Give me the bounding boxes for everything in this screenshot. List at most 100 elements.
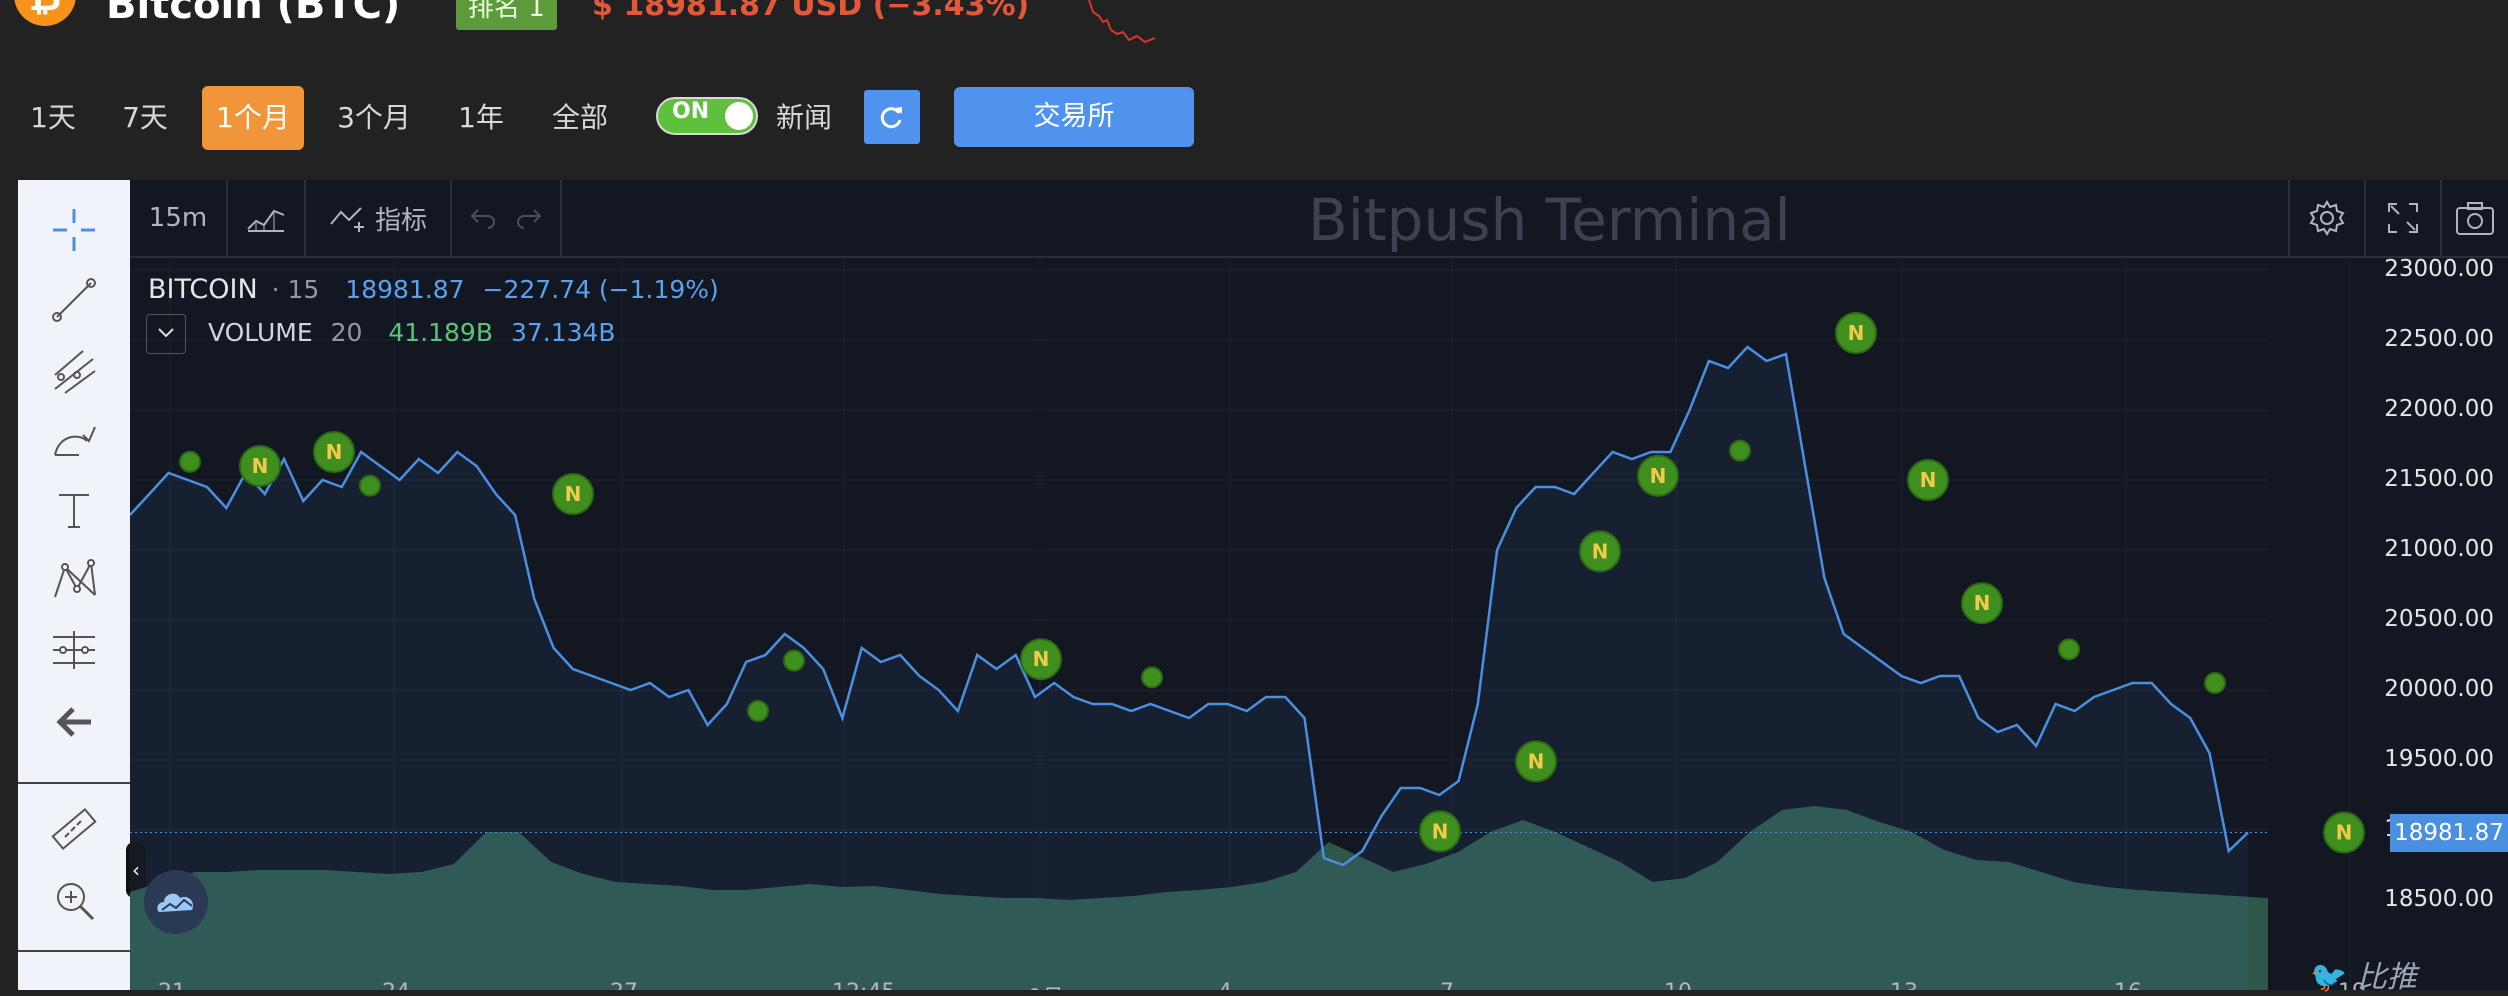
chart-top-toolbar: 15m 指标 (130, 180, 2508, 258)
interval-button[interactable]: 15m (130, 180, 226, 256)
news-toggle[interactable]: ON (656, 97, 758, 135)
chart-widget: ‹ 15m 指标 (18, 180, 2508, 990)
crosshair-icon (53, 209, 95, 251)
news-marker-label: N (1974, 591, 1991, 615)
news-marker-label: N (326, 440, 343, 464)
toolbar-collapse-handle[interactable]: ‹ (126, 842, 146, 898)
volume-value-b: 37.134B (510, 318, 616, 347)
news-marker-label: N (1848, 321, 1865, 345)
chart-type-button[interactable] (228, 180, 304, 256)
bitcoin-logo-icon: ₿ (14, 0, 76, 26)
prediction-tool[interactable] (34, 620, 114, 680)
volume-label: VOLUME (207, 318, 313, 347)
news-marker (1907, 459, 1949, 501)
redo-button[interactable] (506, 180, 556, 256)
legend-change: −227.74 (−1.19%) (482, 275, 719, 304)
period-tab-7d[interactable]: 7天 (122, 101, 168, 134)
news-marker-label: N (1432, 819, 1449, 843)
toolbar-divider (2364, 180, 2366, 256)
news-marker-label: N (1033, 647, 1050, 671)
toolbar-divider (304, 180, 306, 256)
date-tick: 21 (158, 980, 186, 990)
news-marker (179, 450, 201, 473)
date-tick: 24 (382, 980, 410, 990)
news-marker (747, 700, 769, 722)
price-axis[interactable]: 23000.00 22500.00 22000.00 21500.00 21000.00… (2384, 256, 2508, 990)
date-tick: 13 (1890, 980, 1918, 990)
news-marker (2058, 638, 2080, 661)
undo-button[interactable] (456, 180, 506, 256)
coin-header: ₿ Bitcoin (BTC) 排名 1 $ 18981.87 USD (−3.… (0, 0, 2508, 50)
volume-period: 20 (330, 318, 363, 347)
news-toggle-state: ON (672, 99, 710, 124)
date-tick: 7 (1440, 980, 1454, 990)
price-tick: 22000.00 (2384, 396, 2494, 422)
period-tab-all[interactable]: 全部 (551, 101, 608, 134)
toolbar-divider (226, 180, 228, 256)
price-tick: 22500.00 (2384, 326, 2494, 352)
zoom-tool[interactable] (34, 870, 114, 930)
period-tab-3m[interactable]: 3个月 (337, 101, 411, 134)
fullscreen-button[interactable] (2366, 180, 2440, 256)
current-price-label: 18981.87 (2390, 813, 2508, 852)
back-tool[interactable] (34, 692, 114, 752)
price-area (130, 347, 2248, 990)
text-icon (59, 494, 89, 528)
rank-badge: 排名 1 (456, 0, 557, 30)
price-tick: 19500.00 (2384, 746, 2494, 772)
arrow-left-icon (56, 707, 91, 737)
news-marker (552, 473, 594, 515)
trend-line-tool[interactable] (34, 270, 114, 330)
news-label: 新闻 (776, 101, 833, 134)
toolbar-divider (560, 180, 562, 256)
brush-tool[interactable] (34, 410, 114, 470)
undo-icon (470, 209, 495, 229)
news-marker-label: N (1920, 468, 1937, 492)
pattern-icon (54, 559, 96, 598)
exchange-button[interactable]: 交易所 (954, 87, 1194, 147)
crosshair-tool[interactable] (34, 200, 114, 260)
toolbar-divider (450, 180, 452, 256)
price-tick: 20500.00 (2384, 606, 2494, 632)
trend-line-icon (52, 278, 96, 322)
bitpush-logo-button[interactable] (144, 870, 208, 934)
pitchfork-tool[interactable] (34, 340, 114, 400)
bird-logo-icon: 🐦 (2310, 960, 2348, 995)
bitui-label: 比推 (2356, 960, 2417, 995)
news-marker (1835, 312, 1877, 354)
indicators-button[interactable]: 指标 (306, 180, 450, 256)
fullscreen-icon (2388, 203, 2418, 233)
measure-tool[interactable] (34, 800, 114, 860)
price-change: $ 18981.87 USD (−3.43%) (592, 0, 1030, 23)
news-marker (359, 474, 381, 497)
news-marker (2204, 672, 2226, 694)
camera-icon (2456, 202, 2494, 235)
screenshot-button[interactable] (2442, 180, 2508, 256)
period-tab-1y[interactable]: 1年 (458, 101, 504, 134)
refresh-icon (880, 107, 902, 129)
volume-collapse-button[interactable] (146, 314, 186, 354)
sparkline-icon (1088, 0, 1156, 44)
indicators-icon (330, 207, 364, 232)
news-marker (1020, 638, 1062, 681)
settings-button[interactable] (2290, 180, 2364, 256)
legend-symbol: BITCOIN (148, 274, 258, 305)
period-tab-1m[interactable]: 1个月 (202, 86, 304, 150)
price-tick: 23000.00 (2384, 256, 2494, 282)
volume-legend: VOLUME 20 41.189B 37.134B (146, 314, 616, 354)
date-tick: 27 (610, 980, 638, 990)
toolbar-divider (2440, 180, 2442, 256)
refresh-button[interactable] (864, 90, 920, 144)
period-tab-1d[interactable]: 1天 (30, 101, 76, 134)
coin-name: Bitcoin (BTC) (106, 0, 401, 28)
legend-interval: · 15 (271, 275, 320, 304)
toolbar-divider (18, 782, 130, 784)
chevron-down-icon (158, 328, 174, 338)
text-tool[interactable] (34, 480, 114, 540)
news-marker (2323, 811, 2365, 854)
price-tick: 18500.00 (2384, 886, 2494, 912)
pattern-tool[interactable] (34, 550, 114, 610)
interval-label: 15m (148, 203, 208, 233)
date-tick: 12:45 (832, 980, 895, 990)
price-chart[interactable]: N N N N N N N N N N N N (130, 258, 2388, 990)
